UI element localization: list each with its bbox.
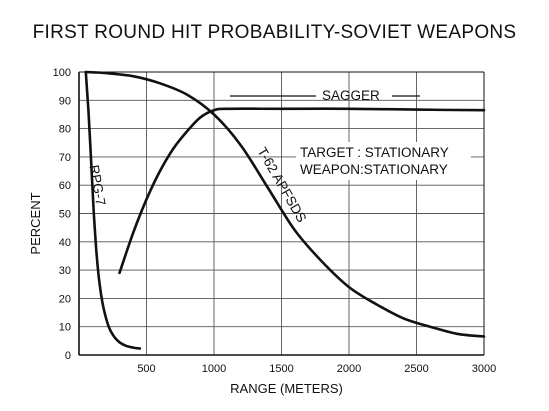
y-tick-label: 40 [59, 237, 71, 249]
x-tick-label: 2500 [404, 363, 428, 375]
series-layer [84, 70, 486, 350]
series-line-sagger [118, 107, 486, 275]
y-tick-label: 0 [65, 350, 71, 362]
conditions-box [296, 142, 471, 180]
y-tick-label: 100 [53, 67, 71, 79]
annotation-weapon: WEAPON:STATIONARY [300, 162, 448, 177]
y-tick-label: 80 [59, 124, 71, 136]
y-tick-label: 90 [59, 95, 71, 107]
labels: 0 10 20 30 40 50 60 70 80 90 100 500 1000 1500 2000 250… [28, 67, 496, 396]
x-tick-label: 500 [137, 363, 155, 375]
y-tick-label: 60 [59, 180, 71, 192]
chart-title: FIRST ROUND HIT PROBABILITY-SOVIET WEAPO… [32, 22, 517, 43]
x-tick-label: 1500 [269, 363, 293, 375]
x-tick-label: 2000 [337, 363, 361, 375]
axes [78, 71, 485, 356]
x-tick-label: 3000 [472, 363, 496, 375]
y-tick-label: 30 [59, 265, 71, 277]
series-line-rpg-7 [84, 70, 142, 350]
series-line-t-62-apfsds [84, 70, 486, 338]
x-tick-label: 1000 [202, 363, 226, 375]
y-tick-label: 70 [59, 152, 71, 164]
x-axis-label: RANGE (METERS) [230, 381, 343, 396]
annotation-target: TARGET : STATIONARY [300, 145, 449, 160]
series-label-sagger: SAGGER [322, 88, 380, 103]
y-tick-label: 20 [59, 293, 71, 305]
series-label-rpg-7: RPG-7 [86, 164, 108, 207]
y-tick-label: 10 [59, 322, 71, 334]
y-axis-label: PERCENT [28, 192, 43, 254]
y-tick-label: 50 [59, 209, 71, 221]
